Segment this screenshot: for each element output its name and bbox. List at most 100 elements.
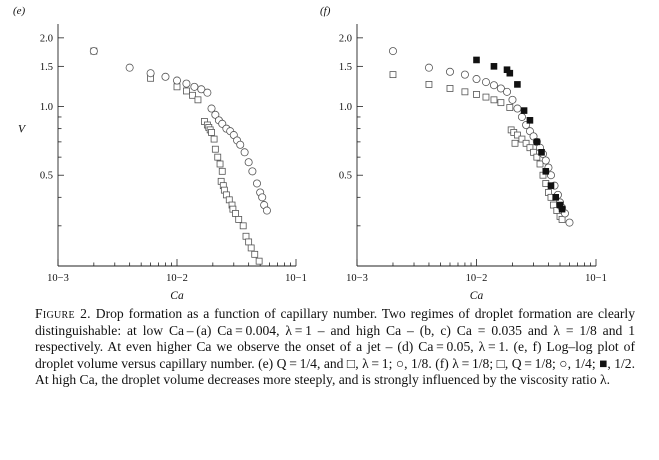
data-point-circle [197, 85, 206, 94]
data-point-square [211, 145, 219, 153]
data-point-square [255, 257, 263, 265]
data-point-square [497, 99, 505, 107]
data-point-square [208, 129, 215, 136]
data-point-square [247, 244, 255, 252]
y-tick-label: 0.5 [339, 171, 352, 182]
data-point-circle [89, 47, 98, 56]
data-point-circle [472, 75, 481, 84]
data-point-filled-square [542, 168, 550, 175]
y-tick-label: 1.5 [40, 62, 53, 73]
data-point-circle [541, 156, 550, 165]
data-point-square [389, 71, 397, 79]
data-point-circle [252, 179, 261, 188]
x-tick-label: 10−1 [285, 273, 307, 284]
data-point-circle [460, 70, 469, 79]
data-point-square [514, 131, 521, 139]
data-point-filled-square [526, 117, 534, 124]
x-axis-label: Ca [170, 290, 184, 300]
data-point-filled-square [538, 149, 545, 156]
data-point-circle [182, 79, 191, 88]
caption-prefix: Figure 2. [35, 306, 91, 321]
data-point-filled-square [506, 69, 514, 77]
data-point-circle [207, 104, 216, 113]
data-point-square [490, 96, 498, 104]
data-point-square [214, 153, 222, 161]
data-point-square [242, 232, 250, 240]
panel-e: (e) 10−3 10−2 10−1 2.0 1.5 1.0 0.5 Ca V [13, 5, 307, 300]
data-point-filled-square [552, 194, 559, 201]
data-point-circle [248, 167, 257, 176]
x-tick-label: 10−2 [466, 273, 488, 284]
data-point-circle [211, 110, 220, 119]
data-point-circle [236, 140, 245, 149]
data-point-circle [146, 69, 155, 78]
data-point-square [239, 222, 247, 230]
figure-caption: Figure 2. Drop formation as a function o… [35, 306, 635, 389]
data-point-circle [508, 95, 517, 104]
data-point-filled-square [533, 138, 541, 146]
data-point-circle [546, 171, 555, 180]
data-point-circle [513, 104, 522, 113]
data-point-square [210, 135, 218, 143]
data-point-square [549, 201, 557, 209]
data-point-circle [489, 81, 498, 90]
data-point-circle [172, 76, 181, 85]
panel-f: (f) 10−3 10−2 10−1 2.0 1.5 1.0 0.5 Ca [320, 5, 607, 300]
data-point-square [533, 153, 541, 161]
data-point-square [461, 88, 469, 96]
data-point-square [511, 139, 519, 147]
data-point-square [425, 81, 433, 88]
data-point-square [558, 216, 566, 223]
y-tick-label: 0.5 [40, 171, 53, 182]
data-point-square [173, 83, 181, 91]
panel-label: (f) [320, 5, 331, 17]
data-point-circle [503, 87, 512, 96]
x-axis-label: Ca [470, 290, 484, 300]
data-point-circle [424, 63, 433, 72]
data-point-circle [190, 82, 199, 91]
data-point-square [526, 144, 534, 152]
data-point-circle [517, 112, 526, 121]
data-point-square [251, 250, 259, 258]
data-point-square [216, 160, 224, 168]
data-point-filled-square [547, 182, 555, 189]
data-point-square [522, 139, 530, 147]
data-point-filled-square [490, 63, 498, 70]
data-point-circle [481, 78, 490, 87]
data-point-filled-square [473, 56, 480, 64]
data-point-square [536, 160, 544, 168]
data-point-filled-square [558, 205, 566, 213]
x-tick-label: 10−3 [47, 273, 69, 284]
data-point-circle [240, 148, 249, 157]
data-point-square [506, 104, 514, 111]
data-point-square [218, 167, 226, 175]
data-point-square [189, 91, 196, 99]
x-tick-label: 10−3 [346, 273, 368, 284]
data-point-square [183, 87, 190, 95]
data-point-square [473, 91, 480, 98]
data-point-circle [262, 206, 271, 215]
data-point-square [235, 216, 243, 223]
data-point-circle [244, 158, 253, 167]
data-point-square [194, 96, 202, 104]
caption-text: Drop formation as a function of capillar… [35, 306, 635, 388]
data-point-square [518, 135, 526, 143]
data-point-square [232, 210, 239, 217]
data-point-circle [161, 72, 170, 81]
y-tick-label: 1.0 [40, 102, 53, 113]
x-tick-label: 10−2 [166, 273, 188, 284]
data-point-circle [496, 84, 505, 93]
data-point-square [245, 238, 253, 246]
y-axis-label: V [18, 124, 27, 136]
y-tick-label: 2.0 [40, 33, 53, 44]
data-point-circle [388, 47, 397, 56]
data-point-filled-square [520, 107, 528, 114]
y-tick-label: 2.0 [339, 33, 352, 44]
panel-label: (e) [13, 5, 26, 17]
data-point-square [446, 85, 454, 92]
y-tick-label: 1.0 [339, 102, 352, 113]
data-point-circle [565, 218, 574, 227]
data-point-square [482, 93, 490, 101]
data-point-filled-square [514, 81, 521, 88]
figure-panels: (e) 10−3 10−2 10−1 2.0 1.5 1.0 0.5 Ca V (f) 10−3 10… [13, 5, 607, 300]
